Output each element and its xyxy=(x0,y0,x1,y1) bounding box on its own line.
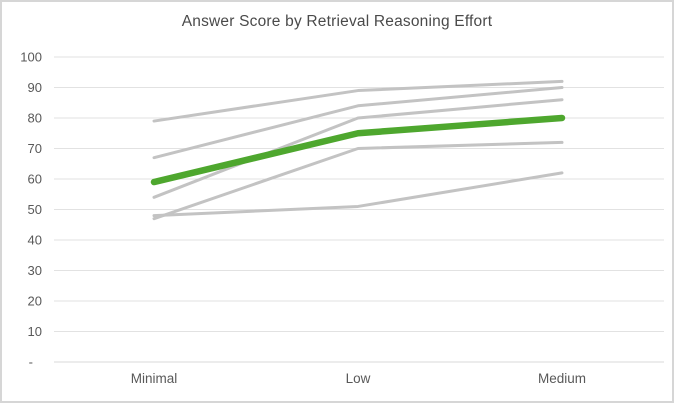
y-axis-tick-label: 80 xyxy=(28,111,42,126)
y-axis-tick-label: 60 xyxy=(28,172,42,187)
chart-title: Answer Score by Retrieval Reasoning Effo… xyxy=(181,13,493,30)
y-axis-tick-label: 50 xyxy=(28,202,42,217)
y-axis-tick-label: 70 xyxy=(28,141,42,156)
y-axis-tick-label: 100 xyxy=(20,50,42,65)
y-axis-tick-label: 20 xyxy=(28,294,42,309)
y-axis-tick-label: 90 xyxy=(28,80,42,95)
x-axis-category-label: Minimal xyxy=(131,371,178,386)
background-series-line xyxy=(152,98,564,199)
y-axis-tick-label: 40 xyxy=(28,233,42,248)
x-axis-category-label: Low xyxy=(346,371,371,386)
y-axis-tick-label: 10 xyxy=(28,324,42,339)
background-series-line xyxy=(152,79,564,123)
x-axis-category-label: Medium xyxy=(538,371,586,386)
y-axis-tick-label: 30 xyxy=(28,263,42,278)
background-series-line xyxy=(152,140,564,221)
background-series-line xyxy=(152,86,564,160)
y-axis-tick-label: - xyxy=(29,355,33,370)
highlight-series-line xyxy=(150,114,566,186)
background-series-line xyxy=(152,171,564,218)
